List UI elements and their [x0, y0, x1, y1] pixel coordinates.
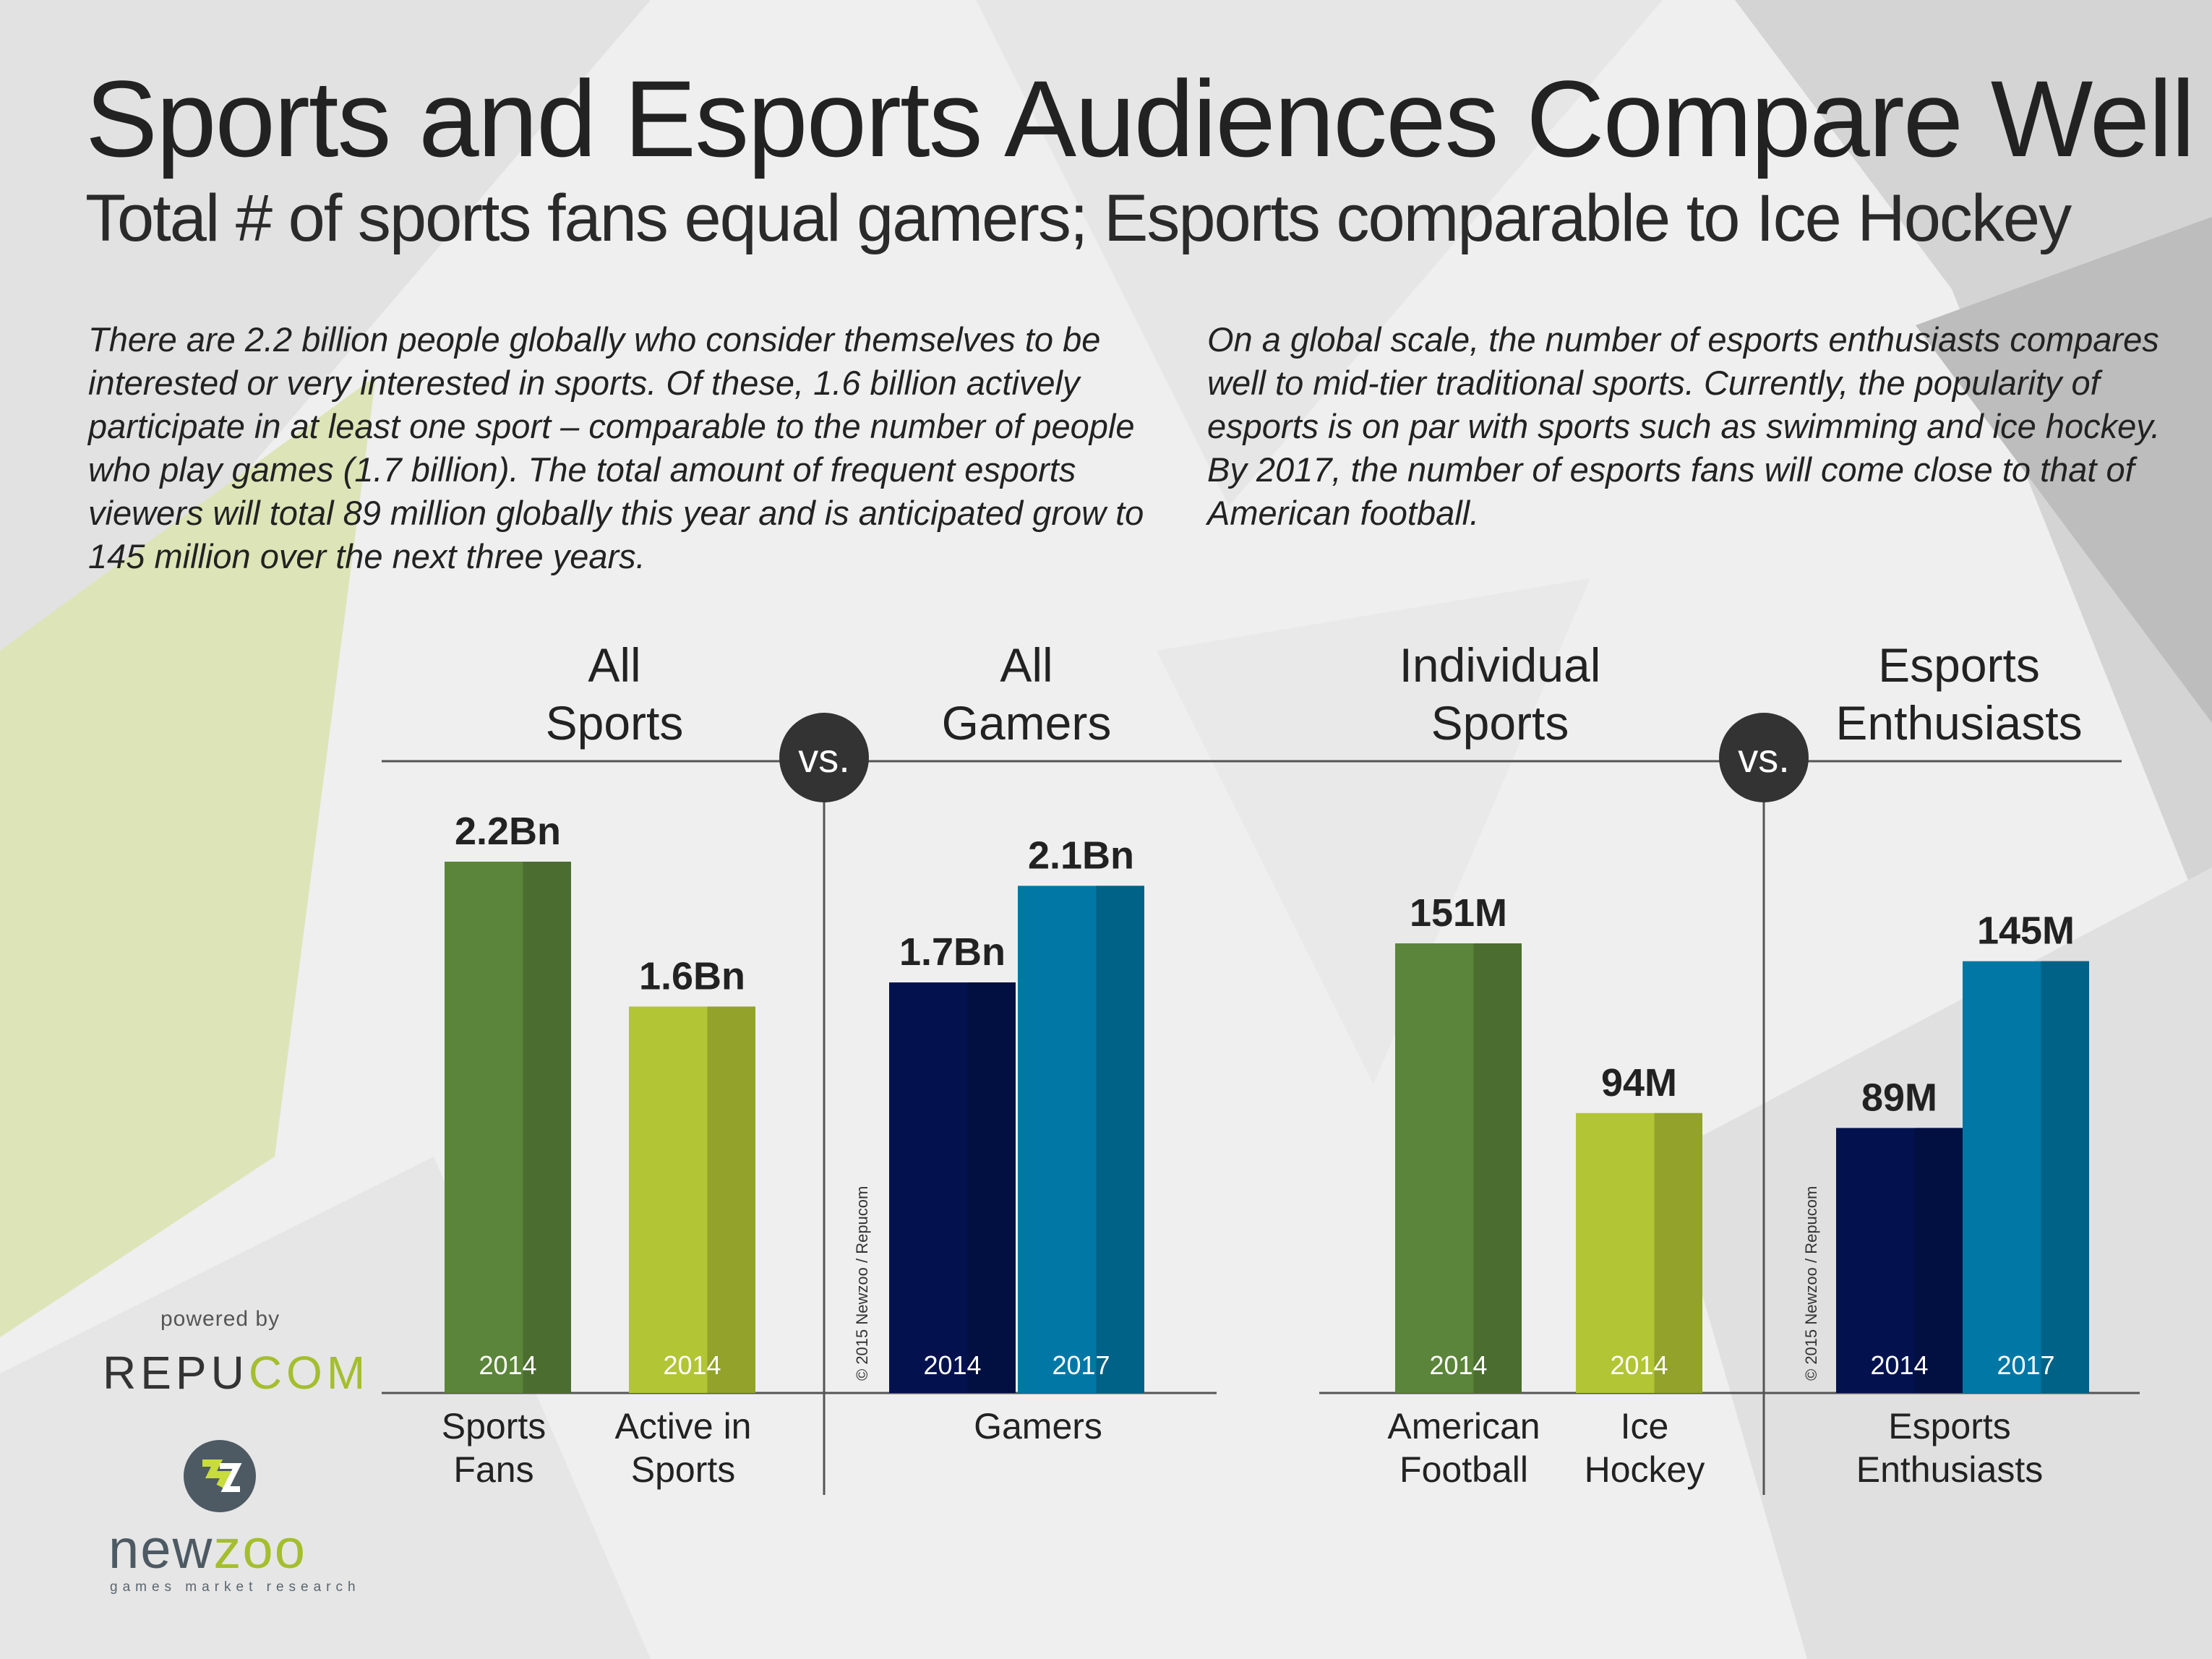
vs-badge-right: vs.	[1719, 713, 1809, 802]
x-label-esports-enthusiasts: Esports Enthusiasts	[1856, 1406, 2043, 1490]
bar-value-label: 89M	[1861, 1076, 1937, 1119]
bar-active-in-sports-2014: 1.6Bn 2014	[629, 954, 755, 1393]
bars-layer: 2.2Bn 2014 1.6Bn 2014 1.7Bn 2014 2.1Bn 2017 151M…	[445, 810, 2089, 1393]
bar-esports-enthusiasts-2017: 145M 2017	[1963, 909, 2089, 1393]
group-label-all-gamers: All Gamers	[941, 638, 1112, 750]
bar-gamers-2017: 2.1Bn 2017	[1018, 833, 1144, 1393]
repucom-logo: REPUCOM	[103, 1346, 369, 1399]
vs-text: vs.	[1738, 735, 1790, 781]
x-label-ice-hockey: Ice Hockey	[1585, 1406, 1705, 1490]
intro-paragraph-right: On a global scale, the number of esports…	[1207, 320, 2161, 532]
bar-year-label: 2017	[1052, 1350, 1110, 1380]
bar-year-label: 2014	[1429, 1350, 1487, 1380]
copyright-note: © 2015 Newzoo / Repucom	[1802, 1186, 1820, 1381]
group-label-esports-enthusiasts: Esports Enthusiasts	[1835, 638, 2083, 750]
bar-gamers-2014: 1.7Bn 2014	[889, 930, 1016, 1393]
page-subtitle: Total # of sports fans equal gamers; Esp…	[85, 181, 2072, 255]
repucom-logo-main: REPU	[103, 1347, 249, 1399]
repucom-logo-accent: COM	[248, 1347, 370, 1399]
x-label-active-in-sports: Active in Sports	[615, 1406, 752, 1490]
bar-value-label: 1.6Bn	[639, 954, 745, 998]
bar-shade	[523, 862, 571, 1393]
vs-circle	[779, 713, 869, 802]
x-label-gamers: Gamers	[974, 1406, 1102, 1446]
bar-shade	[2041, 961, 2089, 1393]
newzoo-icon	[184, 1440, 256, 1512]
bar-value-label: 2.2Bn	[455, 810, 561, 853]
bar-year-label: 2014	[923, 1350, 981, 1380]
newzoo-logo-accent: zoo	[213, 1519, 306, 1580]
bar-value-label: 145M	[1977, 909, 2075, 953]
bar-year-label: 2014	[1610, 1350, 1668, 1380]
bar-shade	[1654, 1113, 1702, 1393]
bar-sports-fans-2014: 2.2Bn 2014	[445, 810, 571, 1393]
page-title: Sports and Esports Audiences Compare Wel…	[85, 58, 2195, 179]
bar-year-label: 2014	[1870, 1350, 1928, 1380]
vs-badge-left: vs.	[779, 713, 869, 802]
x-label-american-football: American Football	[1387, 1406, 1540, 1490]
group-label-individual-sports: Individual Sports	[1399, 638, 1601, 750]
bar-american-football-2014: 151M 2014	[1395, 891, 1522, 1393]
vs-text: vs.	[798, 735, 850, 781]
newzoo-logo: newzoo	[108, 1518, 306, 1581]
bar-ice-hockey-2014: 94M 2014	[1576, 1061, 1702, 1393]
bar-esports-enthusiasts-2014: 89M 2014	[1836, 1076, 1963, 1393]
vs-circle	[1719, 713, 1809, 802]
bar-shade	[967, 982, 1016, 1393]
powered-by-text: powered by	[160, 1307, 280, 1331]
bar-shade	[1914, 1128, 1963, 1393]
bar-year-label: 2014	[663, 1350, 721, 1380]
bar-year-label: 2014	[479, 1350, 536, 1380]
intro-paragraph-left: There are 2.2 billion people globally wh…	[88, 320, 1144, 575]
bar-shade	[1473, 943, 1522, 1393]
bar-shade	[1096, 886, 1144, 1393]
group-label-all-sports: All Sports	[545, 638, 684, 750]
bar-value-label: 151M	[1410, 891, 1507, 935]
bar-value-label: 2.1Bn	[1028, 833, 1134, 877]
newzoo-logo-main: new	[108, 1519, 214, 1580]
bar-year-label: 2017	[1997, 1350, 2054, 1380]
bar-shade	[707, 1006, 755, 1393]
x-label-sports-fans: Sports Fans	[442, 1406, 546, 1490]
bar-value-label: 94M	[1601, 1061, 1677, 1105]
copyright-note: © 2015 Newzoo / Repucom	[853, 1186, 871, 1381]
newzoo-tagline: games market research	[110, 1579, 361, 1595]
bar-value-label: 1.7Bn	[899, 930, 1006, 974]
